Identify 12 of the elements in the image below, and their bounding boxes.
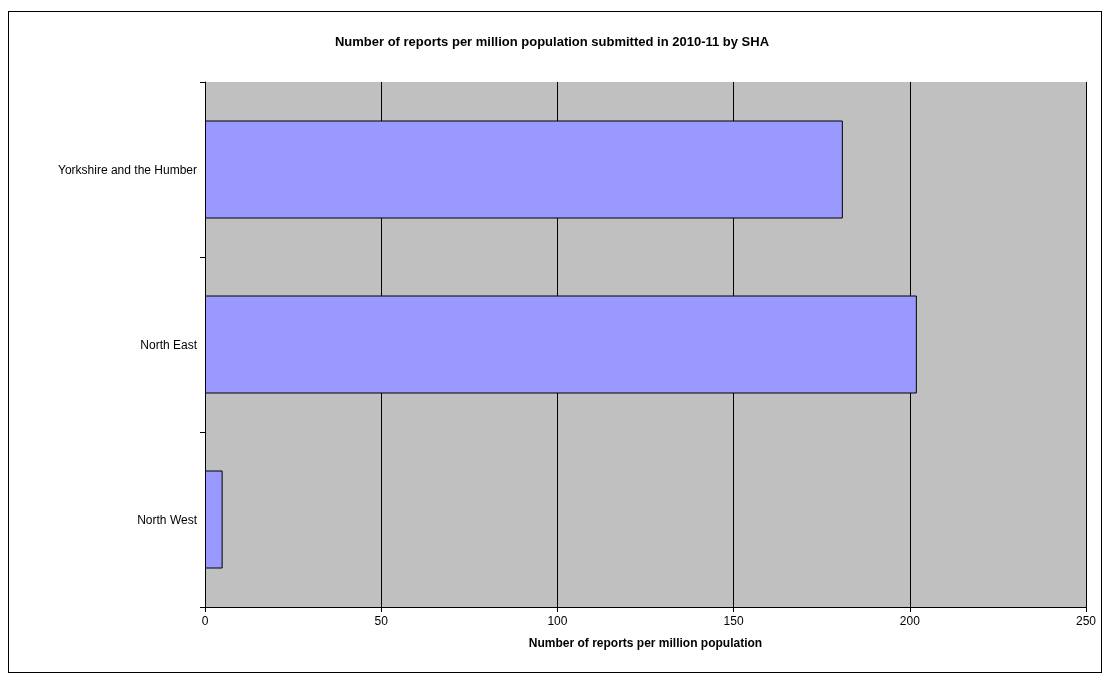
- x-tick-label: 150: [723, 614, 744, 628]
- y-tick-label: North East: [140, 337, 198, 352]
- x-tick-label: 100: [547, 614, 568, 628]
- x-tick-label: 50: [374, 614, 389, 628]
- bar: [205, 470, 223, 569]
- x-axis-title: Number of reports per million population: [528, 636, 763, 650]
- y-tick-label: North West: [137, 512, 198, 527]
- x-tick-label: 0: [201, 614, 209, 628]
- chart-title: Number of reports per million population submitted in 2010-11 by SHA: [334, 34, 770, 49]
- x-tick-label: 200: [899, 614, 921, 628]
- y-tick-label: Yorkshire and the Humber: [58, 162, 197, 177]
- x-tick-label: 250: [1075, 614, 1097, 628]
